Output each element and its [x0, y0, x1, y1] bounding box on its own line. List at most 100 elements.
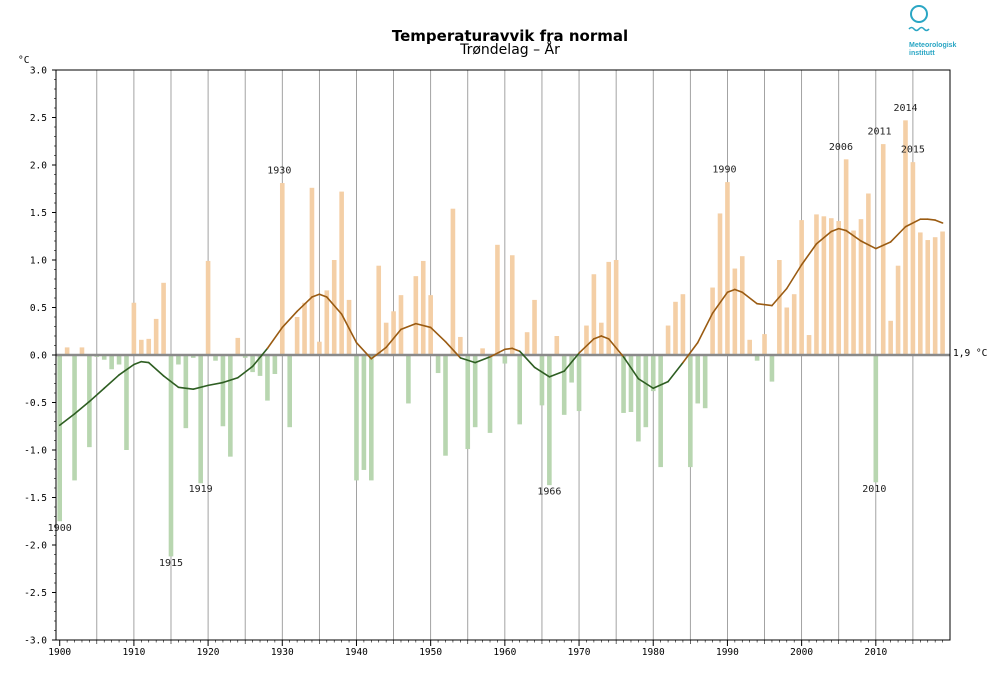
smoothed-segment	[837, 227, 847, 232]
bar-2005	[836, 221, 842, 355]
bar-1982	[665, 325, 671, 355]
met-logo: Meteorologisk institutt	[908, 5, 957, 57]
bar-1900	[57, 355, 63, 522]
bar-1995	[762, 334, 767, 355]
smoothed-segment	[504, 347, 514, 351]
x-tick-label: 1970	[568, 647, 591, 658]
smoothed-segment	[73, 400, 91, 415]
y-tick-label: 0.0	[30, 351, 47, 362]
bar-1930	[279, 183, 285, 355]
bar-1901	[64, 347, 70, 355]
smoothed-segment	[667, 361, 684, 383]
bar-1911	[139, 339, 144, 355]
x-tick-label: 1960	[493, 647, 516, 658]
y-tick-label: -3.0	[24, 636, 47, 647]
bar-1956	[472, 355, 478, 428]
smoothed-segment	[815, 230, 833, 245]
bar-1928	[265, 355, 270, 401]
bar-1903	[79, 347, 85, 355]
bar-1902	[72, 355, 77, 481]
chart-subtitle: Trøndelag – År	[459, 41, 560, 58]
bar-1914	[161, 282, 166, 355]
annotation-1900: 1900	[48, 523, 72, 534]
bar-1983	[673, 301, 678, 355]
bar-1981	[658, 355, 663, 468]
bar-1989	[717, 213, 723, 355]
smoothed-segment	[726, 288, 736, 294]
bar-1957	[480, 348, 485, 355]
bar-1961	[509, 255, 515, 355]
smoothed-segment	[370, 346, 387, 360]
bar-1979	[643, 355, 649, 428]
smoothed-segment	[281, 310, 298, 329]
bar-1927	[257, 355, 263, 376]
bar-1970	[576, 355, 582, 412]
smoothed-segment	[325, 296, 343, 315]
logo-circle-icon	[910, 5, 928, 23]
smoothed-segment	[222, 376, 239, 384]
smoothed-segment	[355, 341, 373, 360]
smoothed-segment	[162, 375, 180, 389]
bar-1980	[650, 355, 656, 392]
bar-1952	[443, 355, 448, 456]
annotation-1930: 1930	[267, 166, 291, 177]
bar-1924	[235, 337, 241, 355]
bar-1950	[428, 295, 433, 355]
bar-1988	[710, 287, 715, 355]
bar-1921	[213, 355, 218, 361]
bar-2011	[880, 144, 886, 355]
bar-1931	[287, 355, 293, 428]
smoothed-segment	[474, 356, 491, 364]
bar-1908	[116, 355, 122, 365]
bar-1969	[569, 355, 574, 383]
bar-1944	[383, 322, 389, 355]
smoothed-segment	[860, 240, 877, 250]
bar-2002	[814, 214, 819, 355]
bar-1925	[242, 355, 248, 358]
bar-1992	[739, 256, 745, 355]
bar-1932	[294, 317, 300, 355]
smoothed-segment	[756, 302, 773, 307]
bar-1946	[398, 295, 404, 355]
bar-2003	[821, 216, 827, 355]
smoothed-segment	[489, 348, 506, 358]
smoothed-segment	[889, 225, 907, 243]
smoothed-segment	[696, 312, 714, 344]
bar-1994	[754, 355, 760, 361]
bar-1947	[406, 355, 411, 404]
smoothed-segment	[58, 413, 76, 427]
bar-1965	[539, 355, 545, 406]
smoothed-segment	[385, 328, 402, 349]
bar-1999	[791, 294, 797, 355]
bar-1974	[606, 261, 612, 355]
smoothed-segment	[429, 326, 447, 343]
bar-1996	[769, 355, 775, 382]
smoothed-segment	[785, 263, 803, 290]
bar-1906	[101, 355, 107, 360]
smoothed-segment	[296, 296, 313, 313]
bar-1945	[391, 311, 396, 355]
bar-1918	[190, 355, 196, 358]
bar-2009	[866, 193, 871, 355]
bar-2017	[925, 240, 931, 355]
smoothed-segment	[682, 341, 699, 364]
bar-1987	[702, 355, 708, 409]
x-tick-label: 1940	[345, 647, 368, 658]
smoothed-segment	[548, 370, 566, 378]
bar-1991	[732, 268, 738, 355]
smoothed-segment	[652, 380, 669, 390]
smoothed-segment	[133, 360, 143, 366]
y-axis-ticks: 3.0 2.5 2.0 1.5 1.0 0.5 0.0 -0.5 -1.0 -1.5 -2.0 -2.…	[24, 66, 56, 647]
bar-1971	[584, 325, 589, 355]
annotation-1915: 1915	[159, 558, 183, 569]
y-tick-label: 1.0	[30, 256, 47, 267]
smoothed-segment	[118, 363, 135, 376]
bar-1922	[220, 355, 226, 427]
bar-1978	[636, 355, 641, 442]
annotation-1919: 1919	[189, 484, 213, 495]
bar-1937	[331, 260, 337, 355]
smoothed-segment	[800, 243, 818, 266]
bar-1975	[613, 260, 619, 355]
bar-1915	[168, 355, 174, 557]
